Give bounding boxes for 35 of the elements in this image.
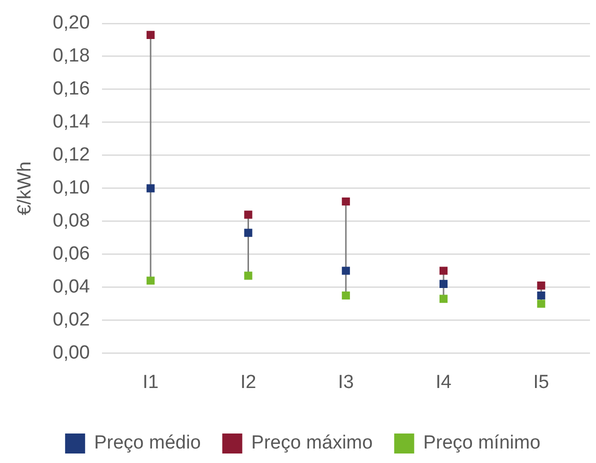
y-tick-label: 0,14 [52,112,90,133]
point [342,291,350,300]
point [537,300,546,308]
y-axis-title: €/kWh [14,161,36,216]
point [342,266,350,275]
point [342,197,350,206]
point [244,228,252,237]
legend-label: Preço mínimo [423,432,540,454]
y-tick-label: 0,12 [52,144,90,166]
point [440,266,448,275]
x-tick-label: I2 [240,372,256,393]
point [537,291,546,300]
y-tick-label: 0,04 [52,276,90,298]
y-tick-label: 0,00 [52,342,90,364]
point [146,30,155,39]
x-tick-label: I1 [142,372,159,393]
y-tick-label: 0,02 [52,309,90,330]
y-tick-label: 0,18 [52,46,90,67]
y-tick-label: 0,08 [52,210,90,232]
point [440,294,448,303]
y-tick-label: 0,20 [52,12,90,34]
x-tick-label: I4 [436,372,452,393]
x-tick-label: I5 [533,372,550,393]
point [244,210,252,219]
point [440,280,448,288]
y-tick-label: 0,06 [52,243,90,264]
legend-label: Preço médio [94,432,201,454]
y-tick-label: 0,16 [52,78,90,100]
x-tick-label: I3 [338,372,354,393]
point [146,184,155,192]
legend-label: Preço máximo [251,432,373,454]
y-tick-label: 0,10 [52,178,90,199]
point [146,276,155,285]
point [537,282,546,290]
point [244,272,252,280]
